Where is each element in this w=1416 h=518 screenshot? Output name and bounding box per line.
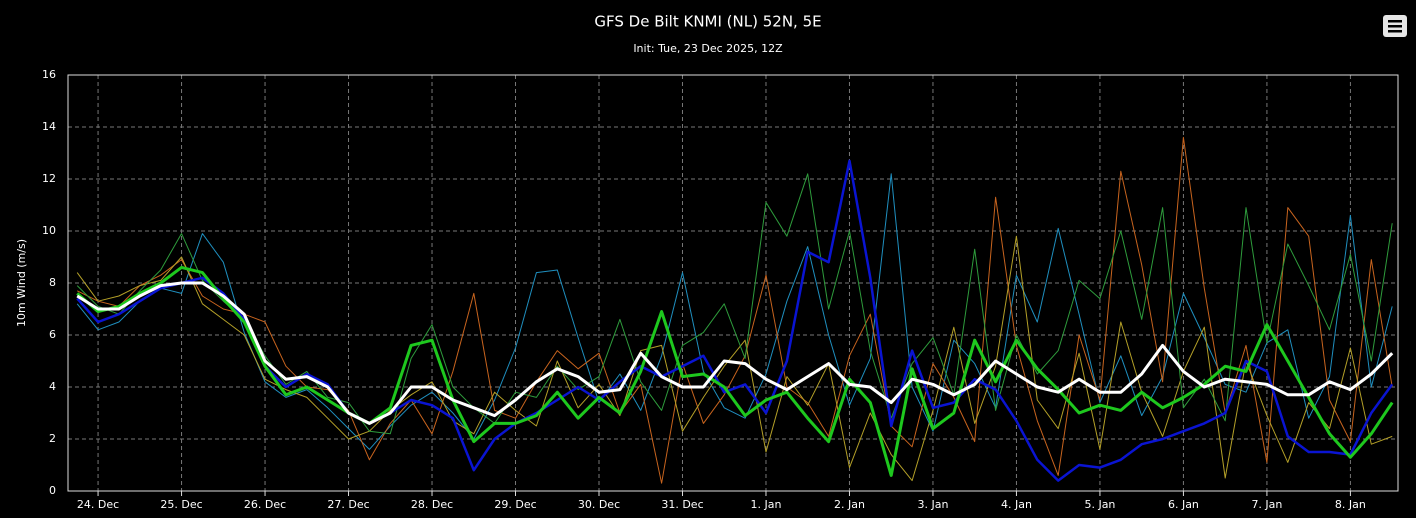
x-tick-label: 5. Jan [1084, 498, 1115, 511]
y-tick-label: 12 [42, 172, 56, 185]
y-tick-label: 2 [49, 432, 56, 445]
y-tick-label: 16 [42, 68, 56, 81]
y-tick-label: 0 [49, 484, 56, 497]
x-tick-label: 25. Dec [160, 498, 202, 511]
series-line [76, 159, 1394, 482]
x-tick-label: 7. Jan [1251, 498, 1282, 511]
x-tick-label: 30. Dec [578, 498, 620, 511]
x-tick-label: 6. Jan [1168, 498, 1199, 511]
x-tick-label: 26. Dec [244, 498, 286, 511]
x-tick-label: 27. Dec [327, 498, 369, 511]
menu-bar [1388, 20, 1402, 23]
y-tick-label: 10 [42, 224, 56, 237]
y-axis-label: 10m Wind (m/s) [15, 239, 28, 327]
x-tick-label: 4. Jan [1001, 498, 1032, 511]
y-tick-label: 14 [42, 120, 56, 133]
chart-title: GFS De Bilt KNMI (NL) 52N, 5E [594, 13, 821, 31]
series-line [76, 265, 1394, 477]
x-tick-label: 2. Jan [834, 498, 865, 511]
chart-subtitle: Init: Tue, 23 Dec 2025, 12Z [633, 42, 783, 55]
y-tick-label: 8 [49, 276, 56, 289]
y-tick-label: 6 [49, 328, 56, 341]
x-tick-label: 1. Jan [751, 498, 782, 511]
menu-button[interactable] [1383, 15, 1407, 37]
plot-border [67, 74, 1399, 492]
menu-bar [1388, 30, 1402, 33]
x-tick-label: 29. Dec [494, 498, 536, 511]
menu-bar [1388, 25, 1402, 28]
x-tick-label: 24. Dec [77, 498, 119, 511]
y-tick-label: 4 [49, 380, 56, 393]
series-line [76, 281, 1394, 425]
x-tick-label: 31. Dec [661, 498, 703, 511]
series-group [76, 136, 1394, 484]
x-tick-label: 8. Jan [1335, 498, 1366, 511]
x-tick-label: 3. Jan [917, 498, 948, 511]
x-tick-label: 28. Dec [411, 498, 453, 511]
